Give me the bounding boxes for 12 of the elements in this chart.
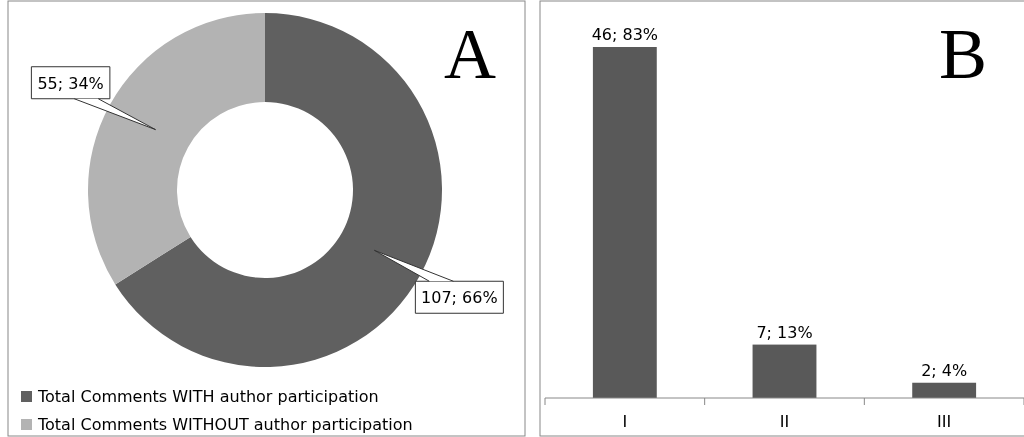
data-label: 46; 83% [591, 25, 659, 44]
data-label: 7; 13% [756, 322, 813, 342]
x-tick-label: II [779, 412, 790, 431]
data-label: 107; 66% [421, 288, 498, 308]
x-tick-label: III [937, 412, 952, 431]
legend-label: Total Comments WITHOUT author participation [37, 415, 413, 434]
x-tick-label: I [622, 412, 628, 431]
data-label: 2; 4% [921, 360, 968, 380]
data-label: 55; 34% [37, 73, 104, 93]
legend-label: Total Comments WITH author participation [37, 387, 379, 406]
chart-title: B [938, 14, 988, 94]
chart-title: A [444, 14, 496, 94]
